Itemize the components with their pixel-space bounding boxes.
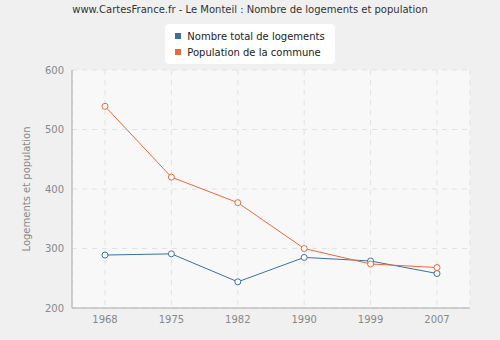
html-text:Population de la commune: Population de la commune bbox=[187, 46, 321, 58]
svg-text:1990: 1990 bbox=[291, 314, 316, 325]
svg-text:1968: 1968 bbox=[92, 314, 117, 325]
svg-text:400: 400 bbox=[45, 184, 64, 195]
svg-text:1999: 1999 bbox=[358, 314, 383, 325]
svg-text:1982: 1982 bbox=[225, 314, 250, 325]
html-text:www.CartesFrance.fr - Le Monte: www.CartesFrance.fr - Le Monteil : Nombr… bbox=[72, 4, 428, 15]
svg-text:1975: 1975 bbox=[159, 314, 184, 325]
svg-text:200: 200 bbox=[45, 303, 64, 314]
html-text:Nombre total de logements: Nombre total de logements bbox=[187, 30, 325, 42]
svg-text:600: 600 bbox=[45, 65, 64, 76]
svg-text:Logements et population: Logements et population bbox=[21, 126, 32, 251]
svg-text:300: 300 bbox=[45, 243, 64, 254]
svg-text:500: 500 bbox=[45, 124, 64, 135]
svg-text:2007: 2007 bbox=[424, 314, 449, 325]
